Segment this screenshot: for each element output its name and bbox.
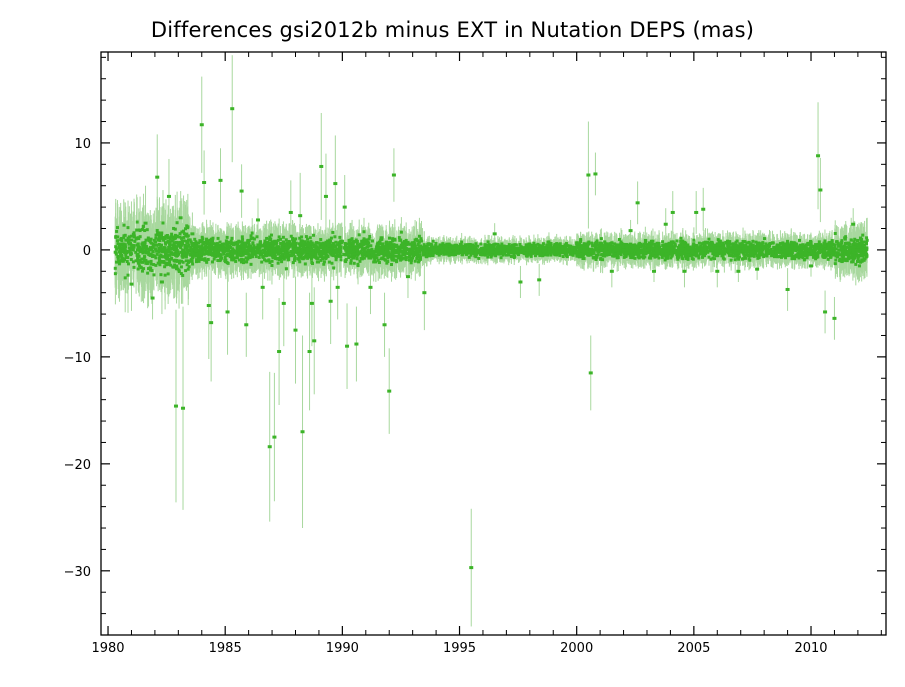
noise-point <box>182 232 186 236</box>
noise-point <box>137 254 141 258</box>
noise-point <box>176 267 180 271</box>
noise-point <box>144 249 148 253</box>
noise-point <box>155 252 159 256</box>
noise-point <box>129 234 133 238</box>
noise-point <box>132 265 136 269</box>
noise-point <box>126 226 130 230</box>
noise-point <box>175 267 179 271</box>
noise-point <box>179 265 183 269</box>
noise-point <box>114 235 118 239</box>
noise-point <box>144 244 148 248</box>
noise-point <box>184 269 188 273</box>
noise-point <box>123 233 127 237</box>
noise-point <box>142 267 146 271</box>
noise-point <box>173 233 177 237</box>
noise-point <box>144 247 148 251</box>
noise-point <box>182 235 186 239</box>
noise-point <box>169 235 173 239</box>
noise-point <box>136 261 140 265</box>
noise-point <box>135 220 139 224</box>
chart-title: Differences gsi2012b minus EXT in Nutati… <box>0 18 905 42</box>
noise-point <box>129 242 133 246</box>
noise-point <box>175 249 179 253</box>
noise-point <box>136 256 140 260</box>
noise-point <box>161 250 165 254</box>
error-bars-layer <box>114 55 868 627</box>
noise-point <box>186 267 190 271</box>
noise-point <box>173 227 177 231</box>
noise-point <box>131 260 135 264</box>
noise-point <box>135 228 139 232</box>
data-points-layer <box>113 107 869 570</box>
noise-point <box>129 257 133 261</box>
noise-point <box>158 254 162 258</box>
noise-point <box>173 263 177 267</box>
